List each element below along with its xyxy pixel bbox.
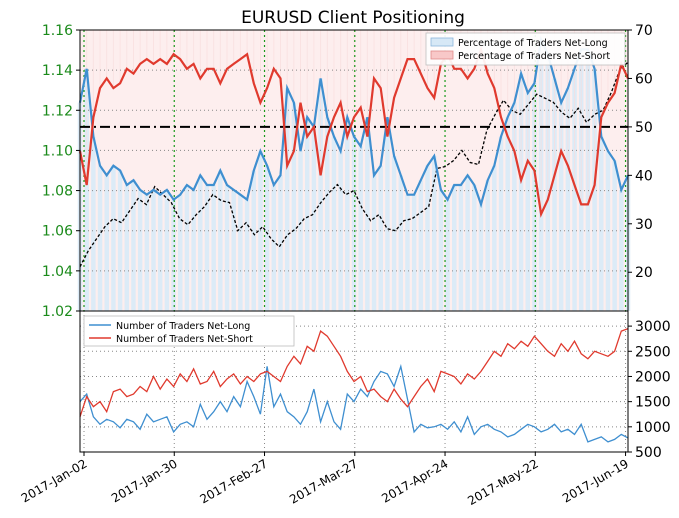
main-legend: Percentage of Traders Net-Long Percentage… (425, 32, 626, 66)
legend-swatch-net-long (430, 37, 454, 47)
left-tick-label: 1.02 (42, 304, 73, 320)
sub-plot-frame (79, 310, 629, 453)
right-tick-label: 50 (635, 120, 653, 136)
sub-right-tick-label: 2500 (635, 344, 671, 360)
sub-legend-box (83, 315, 295, 347)
legend-label-net-short: Percentage of Traders Net-Short (458, 51, 610, 62)
left-tick-label: 1.12 (42, 103, 73, 119)
right-tick-label: 40 (635, 168, 653, 184)
left-tick-label: 1.14 (42, 63, 73, 79)
x-tick-label: 2017-Jun-19 (560, 456, 631, 505)
left-tick-label: 1.10 (42, 143, 73, 159)
sub-legend-label-net-short: Number of Traders Net-Short (116, 334, 253, 345)
left-tick-label: 1.16 (42, 23, 73, 39)
legend-label-net-long: Percentage of Traders Net-Long (458, 38, 608, 49)
right-tick-label: 20 (635, 265, 653, 281)
x-tick-label: 2017-Mar-27 (287, 456, 360, 506)
main-legend-box (425, 32, 626, 66)
left-tick-label: 1.08 (42, 184, 73, 200)
sub-right-tick-label: 1500 (635, 395, 671, 411)
net-short-count-line (79, 327, 629, 418)
sub-right-tick-label: 500 (635, 445, 662, 461)
sub-right-tick-label: 3000 (635, 319, 671, 335)
chart-title: EURUSD Client Positioning (241, 8, 465, 28)
price-line (79, 61, 629, 268)
right-tick-label: 70 (635, 23, 653, 39)
left-tick-label: 1.06 (42, 224, 73, 240)
sub-right-tick-label: 1000 (635, 420, 671, 436)
net-short-percent-line (78, 45, 629, 218)
right-tick-label: 60 (635, 71, 653, 87)
x-tick-label: 2017-Apr-24 (379, 456, 450, 505)
right-tick-label: 30 (635, 217, 653, 233)
net-long-count-line (79, 363, 629, 443)
main-panel: 1.02 1.04 1.06 1.08 1.10 1.12 1.14 1.16 20 30 40 50… (42, 23, 653, 320)
legend-swatch-net-short (430, 50, 454, 60)
x-tick-label: 2017-Feb-27 (197, 456, 270, 506)
x-tick-label: 2017-May-22 (465, 456, 540, 508)
net-long-percent-line (78, 35, 629, 209)
sub-legend-label-net-long: Number of Traders Net-Long (116, 321, 250, 332)
sub-right-tick-label: 2000 (635, 369, 671, 385)
sub-panel: 500 1000 1500 2000 2500 3000 2017-Jan-02 2017-J… (19, 310, 671, 508)
x-tick-label: 2017-Jan-02 (19, 456, 90, 505)
sub-legend: Number of Traders Net-Long Number of Trad… (83, 315, 295, 347)
x-tick-label: 2017-Jan-30 (109, 456, 180, 505)
left-tick-label: 1.04 (42, 264, 73, 280)
